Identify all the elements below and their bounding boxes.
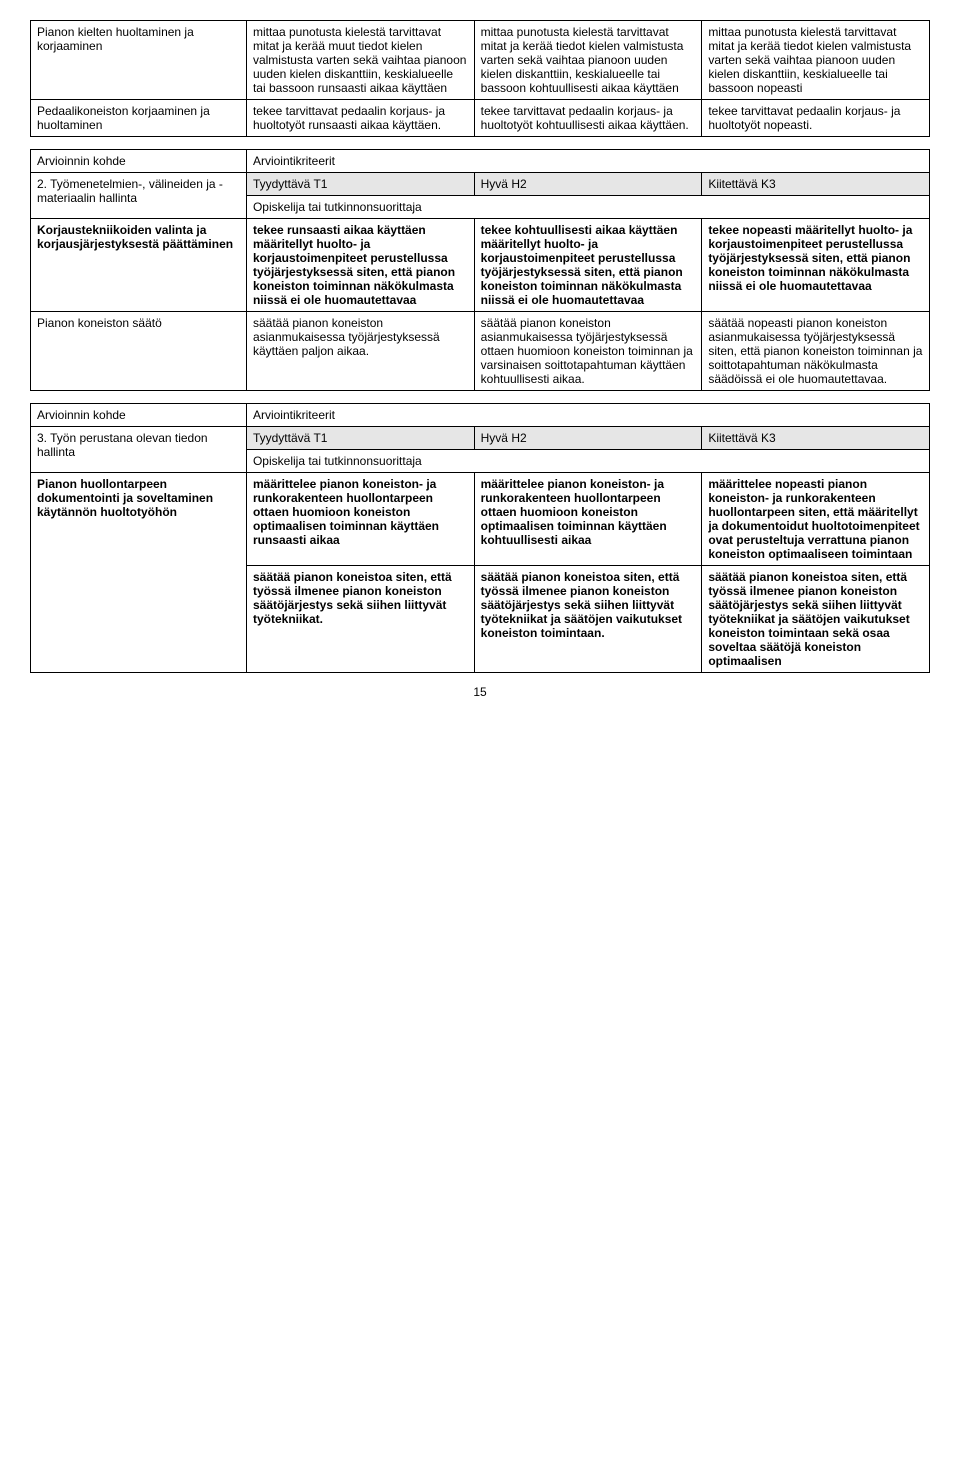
cell-k3: säätää nopeasti pianon koneiston asianmu… [702,312,930,391]
kriteerit-label: Arviointikriteerit [246,150,929,173]
cell-k3: tekee nopeasti määritellyt huolto- ja ko… [702,219,930,312]
level-t1: Tyydyttävä T1 [246,427,474,450]
table-row: Pianon kielten huoltaminen ja korjaamine… [31,21,930,100]
cell-h2: tekee kohtuullisesti aikaa käyttäen määr… [474,219,702,312]
table-row: Korjaustekniikoiden valinta ja korjausjä… [31,219,930,312]
cell-t1: määrittelee pianon koneiston- ja runkora… [246,473,474,566]
cell-h2: säätää pianon koneistoa siten, että työs… [474,566,702,673]
row-label: Pedaalikoneiston korjaaminen ja huoltami… [31,100,247,137]
table-row: Pedaalikoneiston korjaaminen ja huoltami… [31,100,930,137]
row-label: Korjaustekniikoiden valinta ja korjausjä… [31,219,247,312]
level-t1: Tyydyttävä T1 [246,173,474,196]
cell-h2: tekee tarvittavat pedaalin korjaus- ja h… [474,100,702,137]
opiskelija-label: Opiskelija tai tutkinnonsuorittaja [246,196,929,219]
row-label: Pianon kielten huoltaminen ja korjaamine… [31,21,247,100]
cell-k3: mittaa punotusta kielestä tarvittavat mi… [702,21,930,100]
kriteerit-label: Arviointikriteerit [246,404,929,427]
criteria-header-row: Arvioinnin kohde Arviointikriteerit [31,404,930,427]
criteria-header-row: Arvioinnin kohde Arviointikriteerit [31,150,930,173]
level-h2: Hyvä H2 [474,173,702,196]
table-1: Pianon kielten huoltaminen ja korjaamine… [30,20,930,137]
cell-t1: säätää pianon koneiston asianmukaisessa … [246,312,474,391]
section-label: 3. Työn perustana olevan tiedon hallinta [31,427,247,473]
level-k3: Kiitettävä K3 [702,427,930,450]
table-row: Pianon huollontarpeen dokumentointi ja s… [31,473,930,566]
cell-k3: tekee tarvittavat pedaalin korjaus- ja h… [702,100,930,137]
level-k3: Kiitettävä K3 [702,173,930,196]
cell-k3: säätää pianon koneistoa siten, että työs… [702,566,930,673]
table-row: Pianon koneiston säätö säätää pianon kon… [31,312,930,391]
cell-t1: tekee runsaasti aikaa käyttäen määritell… [246,219,474,312]
level-h2: Hyvä H2 [474,427,702,450]
cell-h2: määrittelee pianon koneiston- ja runkora… [474,473,702,566]
cell-h2: säätää pianon koneiston asianmukaisessa … [474,312,702,391]
cell-k3: määrittelee nopeasti pianon koneiston- j… [702,473,930,566]
level-row: 3. Työn perustana olevan tiedon hallinta… [31,427,930,450]
cell-t1: tekee tarvittavat pedaalin korjaus- ja h… [246,100,474,137]
page-number: 15 [30,685,930,699]
kohde-label: Arvioinnin kohde [31,150,247,173]
section-label: 2. Työmenetelmien-, välineiden ja -mater… [31,173,247,219]
row-label: Pianon huollontarpeen dokumentointi ja s… [31,473,247,673]
cell-h2: mittaa punotusta kielestä tarvittavat mi… [474,21,702,100]
cell-t1: mittaa punotusta kielestä tarvittavat mi… [246,21,474,100]
level-row: 2. Työmenetelmien-, välineiden ja -mater… [31,173,930,196]
table-2: Arvioinnin kohde Arviointikriteerit 2. T… [30,149,930,391]
row-label: Pianon koneiston säätö [31,312,247,391]
opiskelija-label: Opiskelija tai tutkinnonsuorittaja [246,450,929,473]
kohde-label: Arvioinnin kohde [31,404,247,427]
table-3: Arvioinnin kohde Arviointikriteerit 3. T… [30,403,930,673]
cell-t1: säätää pianon koneistoa siten, että työs… [246,566,474,673]
